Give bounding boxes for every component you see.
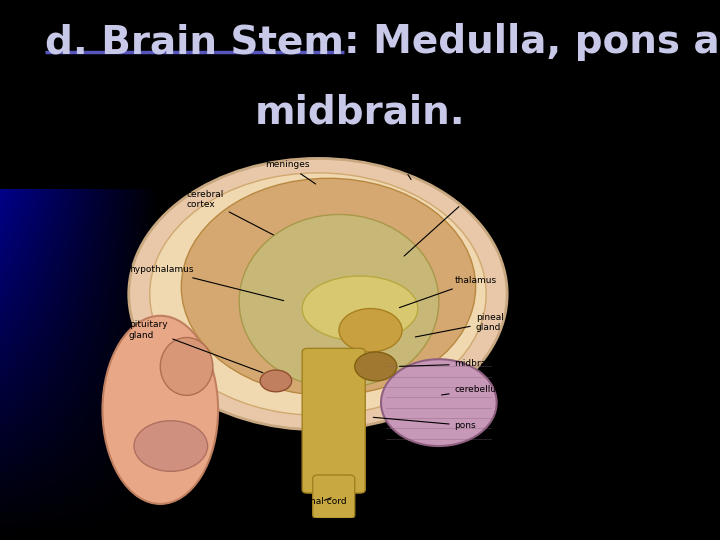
Text: hindbrain: hindbrain [518,416,561,425]
Text: spinal cord: spinal cord [297,497,346,506]
Ellipse shape [134,421,207,471]
Text: pineal
gland: pineal gland [415,313,503,337]
Text: pons: pons [373,417,476,430]
Ellipse shape [129,158,507,430]
Ellipse shape [161,338,213,395]
Text: cerebellum: cerebellum [441,385,505,395]
Ellipse shape [302,276,418,341]
Text: hindbrain: hindbrain [518,414,561,423]
Text: skull: skull [392,160,412,180]
Ellipse shape [355,352,397,381]
Text: midbrain: midbrain [400,360,495,368]
Text: midbrain.: midbrain. [255,93,465,131]
Text: thalamus: thalamus [400,276,497,308]
Ellipse shape [339,308,402,352]
Text: meninges: meninges [266,160,315,184]
FancyBboxPatch shape [302,348,365,493]
Text: hindbrain: hindbrain [528,416,572,425]
Text: d. Brain Stem: d. Brain Stem [45,23,344,61]
FancyBboxPatch shape [312,475,355,518]
Text: pituitary
gland: pituitary gland [129,320,263,373]
Ellipse shape [102,316,218,504]
Ellipse shape [239,214,439,388]
Text: : Medulla, pons and: : Medulla, pons and [344,23,720,61]
Ellipse shape [181,178,476,395]
Ellipse shape [150,173,486,415]
Text: medulla: medulla [373,446,491,459]
Ellipse shape [260,370,292,392]
Text: cerebral
cortex: cerebral cortex [186,190,274,235]
Text: corpus
callosum: corpus callosum [404,183,495,256]
Ellipse shape [381,359,497,446]
Text: hypothalamus: hypothalamus [129,265,284,301]
